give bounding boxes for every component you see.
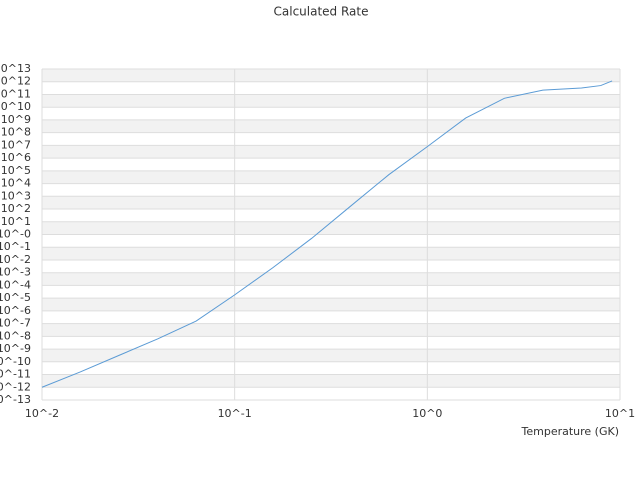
band: [42, 323, 620, 337]
y-tick-label: 10^-12: [0, 380, 31, 393]
x-tick-label: 10^-1: [218, 407, 252, 420]
y-tick-label: 10^9: [1, 113, 31, 126]
y-tick-label: 10^3: [1, 189, 31, 202]
band: [42, 94, 620, 108]
y-tick-label: 10^-9: [0, 342, 31, 355]
y-tick-label: 10^11: [0, 87, 31, 100]
y-tick-label: 10^-3: [0, 266, 31, 279]
y-tick-label: 10^-8: [0, 329, 31, 342]
y-tick-label: 10^6: [1, 151, 31, 164]
band: [42, 119, 620, 133]
y-tick-label: 10^2: [1, 202, 31, 215]
x-tick-label: 10^1: [605, 407, 635, 420]
band: [42, 221, 620, 235]
band: [42, 69, 620, 82]
y-tick-label: 10^-5: [0, 291, 31, 304]
y-tick-label: 10^-6: [0, 304, 31, 317]
y-tick-label: 10^-2: [0, 253, 31, 266]
y-tick-label: 10^1: [1, 215, 31, 228]
y-tick-label: 10^-0: [0, 228, 31, 241]
y-tick-label: 10^12: [0, 75, 31, 88]
band: [42, 196, 620, 210]
band: [42, 349, 620, 362]
y-tick-label: 10^-4: [0, 278, 31, 291]
y-tick-label: 10^13: [0, 62, 31, 75]
y-tick-label: 10^5: [1, 164, 31, 177]
y-tick-label: 10^-1: [0, 240, 31, 253]
band: [42, 170, 620, 184]
y-tick-label: 10^-7: [0, 317, 31, 330]
y-tick-label: 10^7: [1, 138, 31, 151]
band: [42, 145, 620, 159]
y-tick-label: 10^-11: [0, 368, 31, 381]
band: [42, 374, 620, 388]
x-tick-label: 10^-2: [25, 407, 59, 420]
band: [42, 247, 620, 260]
line: [41, 80, 613, 388]
y-tick-label: 10^10: [0, 100, 31, 113]
band: [42, 298, 620, 311]
chart-title: Calculated Rate: [274, 5, 369, 19]
y-tick-label: 10^-13: [0, 393, 31, 406]
x-tick-label: 10^0: [412, 407, 442, 420]
y-tick-label: 10^8: [1, 126, 31, 139]
y-tick-label: 10^4: [1, 177, 31, 190]
band: [42, 272, 620, 286]
y-tick-label: 10^-10: [0, 355, 31, 368]
x-axis-label: Temperature (GK): [521, 425, 620, 438]
